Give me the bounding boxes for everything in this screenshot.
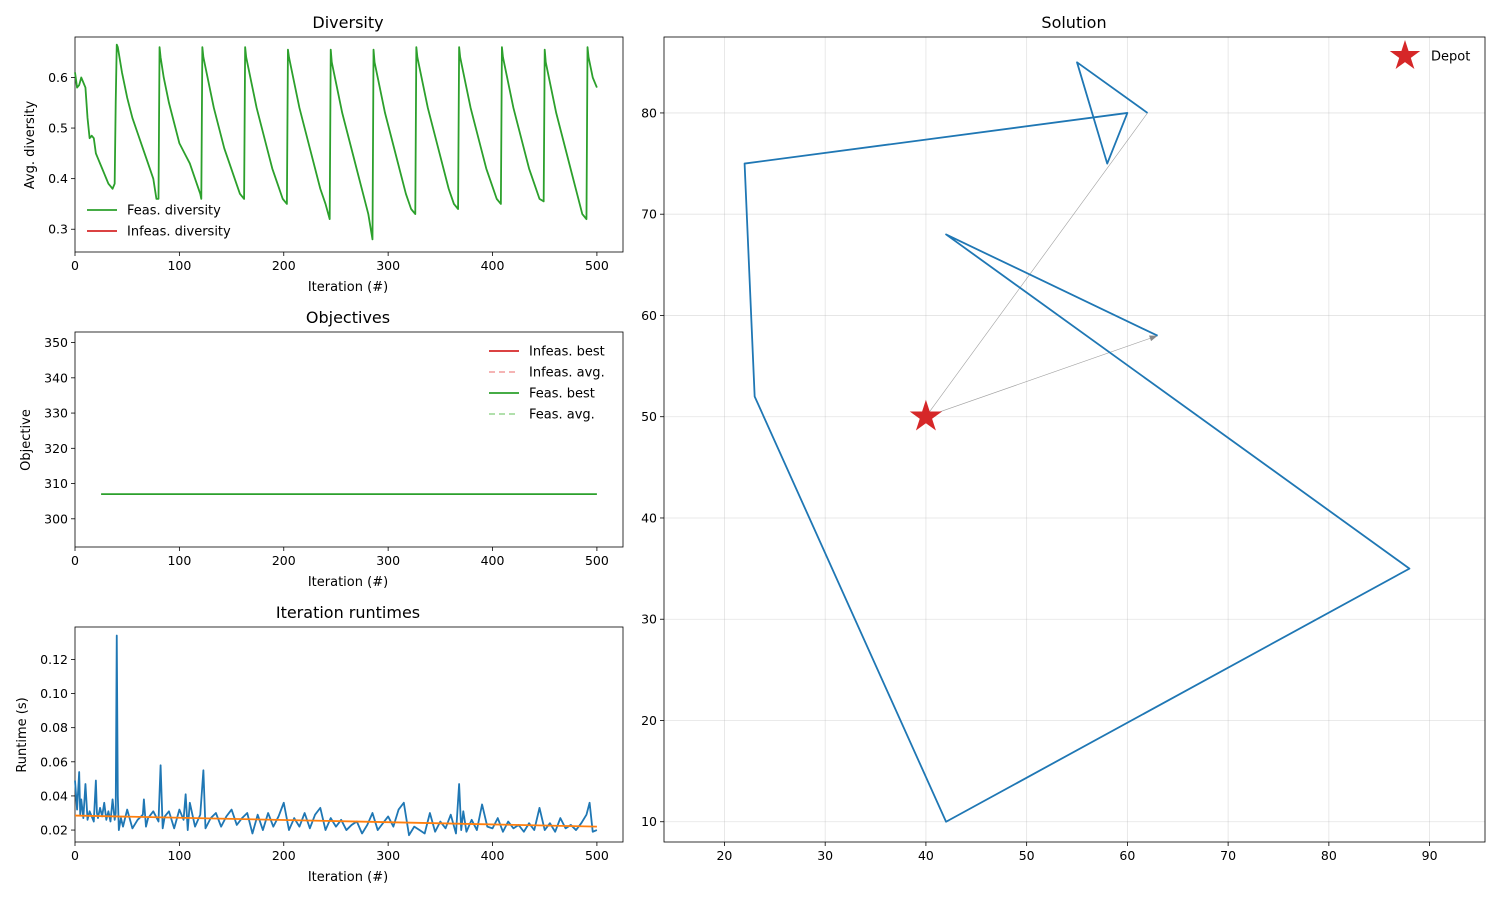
- y-tick-label: 300: [44, 511, 68, 526]
- objectives-title: Objectives: [306, 308, 390, 327]
- x-tick-label: 300: [376, 258, 400, 273]
- x-tick-label: 30: [817, 848, 833, 863]
- plot-frame: [74, 331, 624, 548]
- y-tick-label: 0.5: [48, 121, 68, 136]
- y-tick-label: 0.4: [48, 171, 68, 186]
- feas-diversity-line: [74, 43, 598, 241]
- route-line: [743, 61, 1411, 823]
- plot-frame: [74, 626, 624, 843]
- y-tick-label: 350: [44, 335, 68, 350]
- x-tick-label: 400: [481, 258, 505, 273]
- y-tick-label: 0.12: [40, 652, 68, 667]
- axes-0: 0 100 200 300 400 500 0.3 0.4 0.5 0.6 Feas. divers…: [48, 36, 624, 273]
- axes-1: 0 100 200 300 400 500 300 310 320 330 340 350 Infeas…: [44, 331, 624, 568]
- depot-marker: [909, 399, 943, 431]
- runtime-line: [74, 634, 598, 837]
- runtimes-panel: Iteration runtimes Iteration (#) Runtime…: [15, 603, 420, 885]
- diversity-xlabel: Iteration (#): [308, 280, 388, 295]
- x-tick-label: 200: [272, 553, 296, 568]
- x-tick-label: 300: [376, 848, 400, 863]
- objectives-xlabel: Iteration (#): [308, 575, 388, 590]
- objectives-ylabel: Objective: [19, 409, 34, 471]
- depot-in-arrow: [925, 112, 1148, 417]
- x-tick-label: 100: [167, 848, 191, 863]
- y-tick-label: 0.06: [40, 754, 68, 769]
- legend-depot-marker: [1389, 40, 1421, 69]
- runtime-trend-line: [74, 814, 597, 828]
- legend-label: Infeas. diversity: [127, 225, 231, 240]
- x-tick-label: 80: [1321, 848, 1337, 863]
- y-tick-label: 80: [641, 105, 657, 120]
- y-tick-label: 40: [641, 510, 657, 525]
- x-tick-label: 400: [481, 848, 505, 863]
- x-tick-label: 500: [585, 848, 609, 863]
- solution-panel: Solution: [1041, 13, 1106, 32]
- legend-label: Infeas. best: [529, 345, 605, 360]
- x-tick-label: 60: [1119, 848, 1135, 863]
- x-tick-label: 0: [71, 553, 79, 568]
- y-tick-label: 330: [44, 406, 68, 421]
- plot-frame: [74, 36, 624, 253]
- diversity-panel: Diversity Iteration (#) Avg. diversity: [23, 13, 388, 295]
- y-tick-label: 0.08: [40, 720, 68, 735]
- x-tick-label: 200: [272, 258, 296, 273]
- legend-label: Feas. diversity: [127, 204, 221, 219]
- x-tick-label: 50: [1019, 848, 1035, 863]
- y-tick-label: 340: [44, 370, 68, 385]
- legend-label: Infeas. avg.: [529, 366, 605, 381]
- x-tick-label: 90: [1422, 848, 1438, 863]
- x-tick-label: 100: [167, 258, 191, 273]
- diversity-legend: Feas. diversity Infeas. diversity: [87, 204, 231, 240]
- y-tick-label: 0.6: [48, 70, 68, 85]
- y-tick-label: 20: [641, 713, 657, 728]
- depot-out-arrow: [925, 335, 1158, 418]
- x-tick-label: 100: [167, 553, 191, 568]
- diversity-ylabel: Avg. diversity: [23, 100, 38, 189]
- y-tick-label: 310: [44, 476, 68, 491]
- solution-title: Solution: [1041, 13, 1106, 32]
- x-tick-label: 20: [716, 848, 732, 863]
- x-tick-label: 40: [918, 848, 934, 863]
- axes-2: 0 100 200 300 400 500 0.02 0.04 0.06 0.08 0.10 0.12: [40, 626, 624, 863]
- y-tick-label: 0.02: [40, 823, 68, 838]
- runtimes-title: Iteration runtimes: [276, 603, 420, 622]
- x-tick-label: 200: [272, 848, 296, 863]
- x-tick-label: 0: [71, 258, 79, 273]
- legend-label: Feas. best: [529, 387, 595, 402]
- depot-arrow-head: [1149, 335, 1158, 342]
- legend-label: Depot: [1431, 50, 1470, 65]
- y-tick-label: 70: [641, 207, 657, 222]
- y-tick-label: 30: [641, 612, 657, 627]
- x-tick-label: 300: [376, 553, 400, 568]
- objectives-panel: Objectives Iteration (#) Objective: [19, 308, 390, 590]
- x-tick-label: 400: [481, 553, 505, 568]
- axes-3: 20 30 40 50 60 70 80 90 10 20 30 40 50 60 70 80 Depot: [641, 36, 1486, 863]
- y-tick-label: 0.04: [40, 788, 68, 803]
- x-tick-label: 0: [71, 848, 79, 863]
- objectives-legend: Infeas. best Infeas. avg. Feas. best Feas. …: [489, 345, 605, 423]
- y-tick-label: 50: [641, 409, 657, 424]
- y-tick-label: 0.3: [48, 222, 68, 237]
- y-tick-label: 10: [641, 814, 657, 829]
- y-tick-label: 320: [44, 441, 68, 456]
- plot-frame: [663, 36, 1486, 843]
- x-tick-label: 70: [1220, 848, 1236, 863]
- runtimes-xlabel: Iteration (#): [308, 870, 388, 885]
- y-tick-label: 0.10: [40, 686, 68, 701]
- x-tick-label: 500: [585, 258, 609, 273]
- x-tick-label: 500: [585, 553, 609, 568]
- y-tick-label: 60: [641, 308, 657, 323]
- legend-label: Feas. avg.: [529, 408, 595, 423]
- diversity-title: Diversity: [312, 13, 383, 32]
- runtimes-ylabel: Runtime (s): [15, 697, 30, 772]
